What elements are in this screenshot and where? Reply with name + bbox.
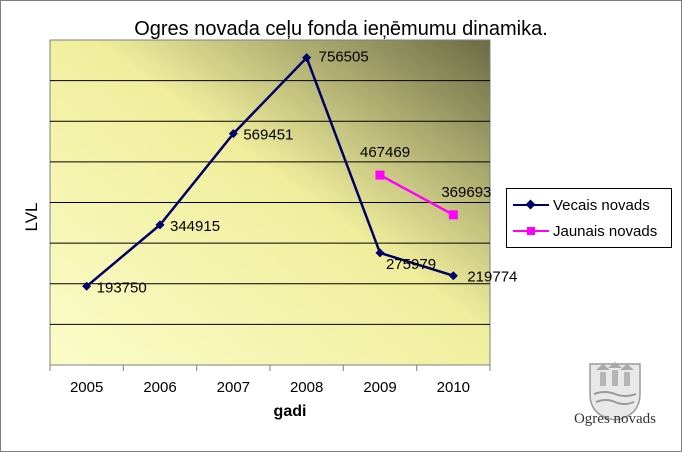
data-label: 369693: [441, 184, 491, 201]
data-label: 275979: [386, 256, 436, 273]
x-tick-label: 2005: [70, 379, 103, 396]
legend-item-jaunais: Jaunais novads: [513, 221, 657, 241]
legend-label-vecais: Vecais novads: [553, 196, 650, 214]
x-tick-label: 2010: [437, 379, 470, 396]
legend: Vecais novads Jaunais novads: [506, 188, 672, 248]
legend-swatch-vecais: [513, 199, 549, 211]
legend-label-jaunais: Jaunais novads: [553, 222, 658, 240]
data-point: [155, 220, 165, 230]
logo-text: Ogres novads: [573, 411, 657, 427]
data-label: 569451: [243, 127, 293, 144]
legend-swatch-jaunais: [513, 225, 549, 237]
data-point: [375, 170, 385, 180]
x-tick-label: 2009: [363, 379, 396, 396]
data-label: 193750: [97, 279, 147, 296]
y-axis-label: LVL: [22, 202, 41, 232]
data-point: [448, 271, 458, 281]
data-point: [228, 129, 238, 139]
x-tick-label: 2008: [290, 379, 323, 396]
series-line-jaunais: [379, 173, 454, 216]
data-label: 344915: [170, 218, 220, 235]
x-tick-label: 2006: [143, 379, 176, 396]
data-point: [375, 248, 385, 258]
data-point: [302, 53, 312, 63]
data-label: 756505: [319, 49, 369, 66]
data-label: 219774: [467, 269, 517, 286]
x-axis-label: gadi: [273, 403, 307, 420]
legend-item-vecais: Vecais novads: [513, 195, 650, 215]
data-point: [448, 210, 458, 220]
ogre-coat-of-arms-icon: [589, 362, 641, 421]
x-tick-label: 2007: [217, 379, 250, 396]
data-label: 467469: [360, 144, 410, 161]
series-line-vecais: [85, 55, 454, 288]
chart-title: Ogres novada ceļu fonda ieņēmumu dinamik…: [134, 18, 548, 40]
data-point: [82, 281, 92, 291]
